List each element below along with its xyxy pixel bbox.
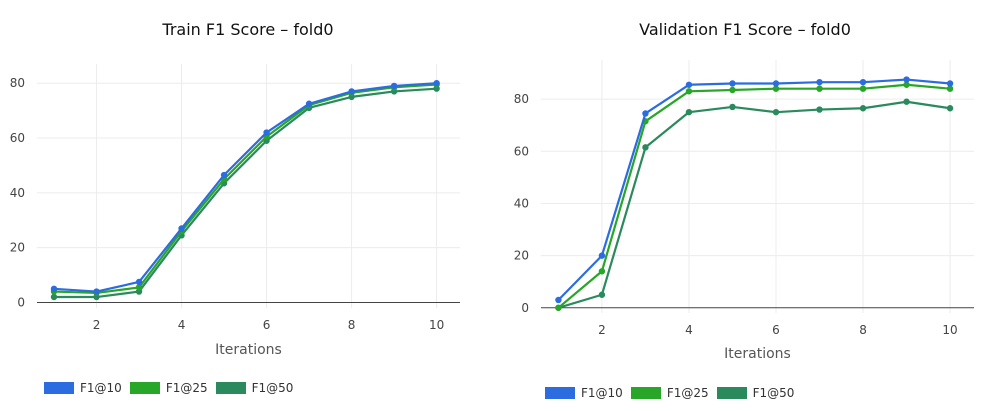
y-tick-label: 20 (10, 241, 25, 255)
chart-title: Validation F1 Score – fold0 (639, 20, 851, 39)
x-tick-label: 10 (429, 318, 444, 332)
series-line[interactable] (53, 82, 437, 293)
data-point[interactable] (348, 88, 355, 95)
legend-label: F1@50 (251, 381, 294, 395)
data-point[interactable] (903, 98, 910, 105)
x-tick-label: 8 (859, 323, 867, 337)
data-point[interactable] (729, 80, 736, 87)
validation-chart-plot: 2 4 6 8 10 0 20 40 60 80 Iterations (514, 60, 974, 362)
legend-swatch (215, 382, 246, 394)
legend-label: F1@25 (666, 386, 709, 400)
data-point[interactable] (729, 103, 736, 111)
data-point[interactable] (685, 81, 693, 88)
y-tick-label: 0 (17, 296, 25, 310)
data-point[interactable] (859, 78, 867, 86)
x-tick-label: 4 (685, 323, 693, 337)
data-point[interactable] (685, 88, 693, 95)
legend-swatch (44, 382, 74, 394)
legend-label: F1@25 (165, 381, 208, 395)
x-axis-label: Iterations (724, 346, 791, 362)
data-point[interactable] (135, 278, 143, 286)
data-point[interactable] (135, 284, 143, 291)
x-tick-label: 6 (263, 318, 271, 332)
y-tick-label: 40 (10, 186, 25, 200)
data-point[interactable] (729, 86, 736, 94)
series-line[interactable] (53, 83, 437, 295)
series-line[interactable] (557, 78, 951, 301)
legend-label: F1@10 (581, 386, 623, 400)
data-point[interactable] (946, 105, 954, 112)
legend-item[interactable]: F1@25 (129, 381, 208, 395)
legend-swatch (129, 382, 160, 394)
series-line[interactable] (558, 100, 951, 309)
y-tick-label: 0 (521, 301, 529, 315)
chart-title: Train F1 Score – fold0 (162, 20, 334, 39)
data-point[interactable] (93, 288, 100, 295)
data-point[interactable] (946, 80, 954, 87)
data-point[interactable] (555, 304, 562, 311)
data-point[interactable] (598, 268, 606, 275)
x-tick-label: 6 (772, 323, 780, 337)
legend-swatch (630, 387, 661, 399)
data-point[interactable] (816, 106, 823, 113)
data-point[interactable] (390, 82, 398, 90)
chart-legend[interactable]: F1@10 F1@25 F1@50 (545, 386, 794, 400)
x-tick-label: 10 (942, 323, 957, 337)
legend-label: F1@50 (752, 386, 795, 400)
data-point[interactable] (50, 293, 58, 301)
train-chart-plot: 2 4 6 8 10 0 20 40 60 80 Iterations (10, 64, 460, 358)
validation-chart-panel: 2 4 6 8 10 0 20 40 60 80 Iterations Validation F1 … (497, 0, 993, 411)
data-point[interactable] (772, 85, 780, 92)
data-point[interactable] (642, 144, 649, 151)
data-point[interactable] (772, 108, 780, 116)
data-point[interactable] (816, 85, 823, 92)
data-point[interactable] (946, 85, 954, 92)
y-tick-label: 60 (10, 131, 25, 145)
legend-item[interactable]: F1@10 (545, 386, 623, 400)
train-chart-panel: 2 4 6 8 10 0 20 40 60 80 Iterations Train F1 Score… (0, 0, 496, 411)
legend-item[interactable]: F1@25 (630, 386, 709, 400)
data-point[interactable] (685, 108, 693, 116)
data-point[interactable] (178, 225, 185, 232)
chart-legend[interactable]: F1@10 F1@25 F1@50 (44, 381, 293, 395)
data-point[interactable] (555, 296, 562, 304)
y-tick-label: 80 (514, 92, 529, 106)
data-point[interactable] (859, 85, 867, 92)
data-point[interactable] (598, 252, 606, 259)
data-point[interactable] (772, 80, 780, 87)
y-tick-label: 80 (10, 76, 25, 90)
legend-item[interactable]: F1@50 (716, 386, 795, 400)
x-tick-label: 2 (598, 323, 606, 337)
x-axis-label: Iterations (215, 342, 282, 358)
data-point[interactable] (642, 110, 649, 117)
data-point[interactable] (50, 285, 58, 293)
x-tick-label: 4 (178, 318, 186, 332)
x-tick-label: 2 (93, 318, 101, 332)
data-point[interactable] (859, 105, 867, 112)
data-point[interactable] (903, 81, 910, 88)
data-point[interactable] (305, 100, 313, 107)
data-point[interactable] (816, 78, 823, 86)
data-point[interactable] (433, 79, 440, 87)
y-tick-label: 20 (514, 249, 529, 263)
legend-item[interactable]: F1@10 (44, 381, 122, 395)
legend-label: F1@10 (80, 381, 122, 395)
data-point[interactable] (903, 76, 910, 83)
legend-item[interactable]: F1@50 (215, 381, 294, 395)
data-point[interactable] (220, 171, 228, 179)
series-line[interactable] (557, 83, 951, 309)
legend-swatch (545, 387, 575, 399)
series-line[interactable] (54, 87, 437, 299)
y-tick-label: 40 (514, 196, 529, 210)
x-tick-label: 8 (348, 318, 356, 332)
data-point[interactable] (263, 129, 270, 136)
data-point[interactable] (598, 291, 606, 298)
y-tick-label: 60 (514, 144, 529, 158)
legend-swatch (716, 387, 747, 399)
